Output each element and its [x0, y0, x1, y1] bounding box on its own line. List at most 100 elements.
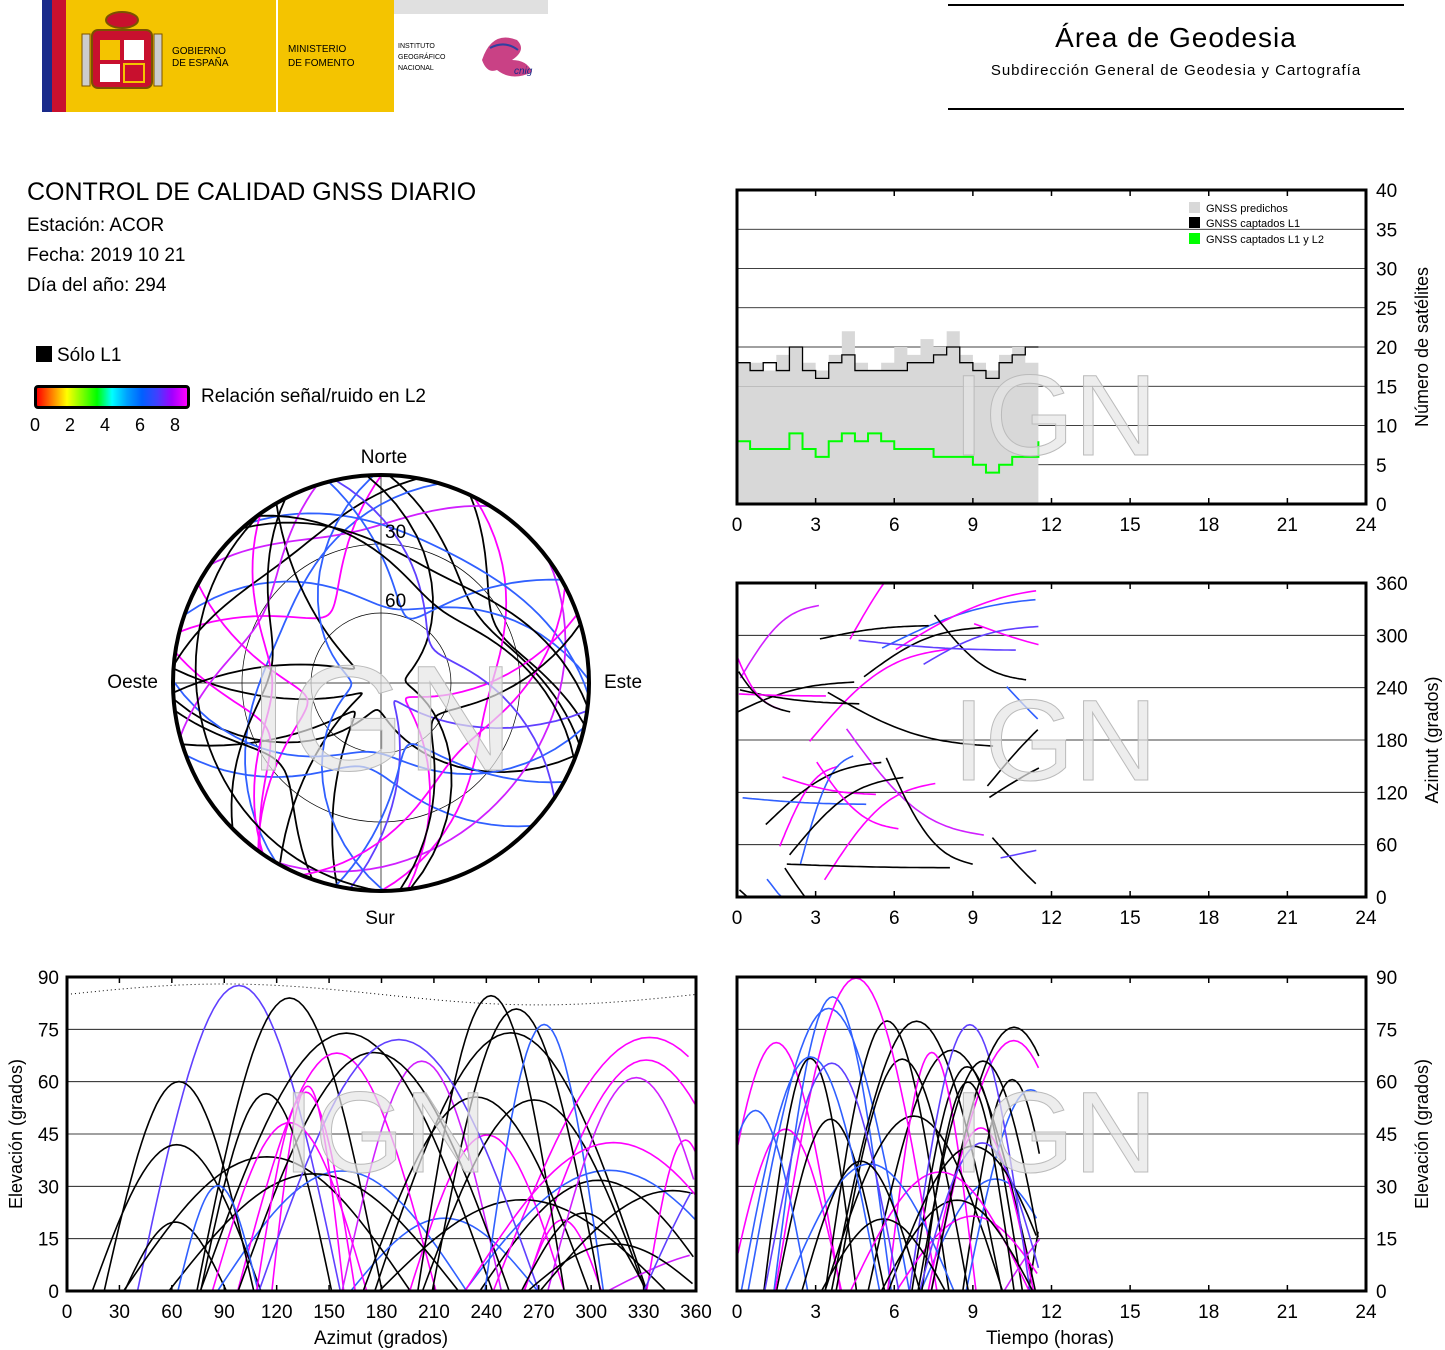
sky-track	[179, 475, 383, 633]
legend-swatch-l1l2	[1189, 233, 1200, 244]
y-tick-label: 90	[38, 968, 59, 989]
sky-track	[334, 743, 564, 887]
satellite-track	[881, 598, 1036, 649]
header-area: Área de Geodesia Subdirección General de…	[948, 0, 1404, 112]
satellite-track	[858, 639, 1016, 651]
y-axis-label: Elevación (grados)	[1412, 1059, 1432, 1209]
x-tick-label: 240	[470, 1302, 502, 1323]
predicted-base	[737, 386, 1039, 504]
satellite-track	[965, 1088, 1038, 1291]
y-tick-label: 60	[38, 1073, 59, 1094]
x-tick-label: 6	[889, 1302, 900, 1323]
y-tick-label: 25	[1376, 299, 1397, 320]
x-axis-label: Tiempo (horas)	[986, 1328, 1114, 1349]
x-tick-label: 6	[889, 908, 900, 929]
x-tick-label: 150	[313, 1302, 345, 1323]
watermark: IGN	[953, 677, 1157, 805]
satellite-track	[122, 1155, 411, 1291]
x-tick-label: 180	[366, 1302, 398, 1323]
skyplot: IGN Norte Sur Este Oeste 30 60	[107, 447, 642, 929]
satellite-track	[136, 984, 342, 1291]
satellite-track	[236, 1052, 437, 1291]
sky-track	[174, 709, 314, 880]
satellite-track	[362, 1096, 590, 1291]
x-tick-label: 90	[214, 1302, 235, 1323]
satellite-track	[421, 1099, 647, 1291]
ministry-line2: DE FOMENTO	[288, 58, 355, 69]
satellite-track	[775, 1118, 886, 1291]
satellite-track	[765, 761, 882, 826]
satellite-track	[918, 1142, 1040, 1291]
satellite-track	[835, 1058, 970, 1291]
satellite-track	[341, 1060, 503, 1291]
snr-tick: 8	[169, 415, 180, 435]
sky-track	[194, 510, 382, 891]
satellite-track	[168, 1172, 460, 1291]
y-tick-label: 30	[38, 1177, 59, 1198]
snr-tick: 0	[29, 415, 40, 435]
sky-track	[398, 623, 582, 891]
label-east: Este	[604, 672, 642, 693]
satellite-track	[773, 995, 892, 1291]
y-axis-label: Elevación (grados)	[6, 1059, 26, 1209]
satellite-track	[216, 1170, 468, 1291]
satellite-track	[739, 604, 820, 679]
y-tick-label: 120	[1376, 783, 1408, 804]
sky-track	[349, 700, 588, 890]
satellite-track	[484, 1023, 605, 1291]
header-top-rule	[948, 4, 1404, 6]
satellite-track	[737, 1041, 842, 1291]
y-tick-label: 30	[1376, 1177, 1397, 1198]
satellite-track	[1006, 686, 1039, 720]
watermark: IGN	[248, 634, 515, 802]
x-tick-label: 330	[628, 1302, 660, 1323]
satellite-track	[492, 1036, 690, 1291]
sky-track	[174, 651, 272, 853]
y-tick-label: 15	[1376, 377, 1397, 398]
y-tick-label: 360	[1376, 574, 1408, 595]
satellite-track	[737, 1128, 843, 1291]
doy-label: Día del año: 294	[27, 275, 167, 296]
satellite-track	[409, 1134, 565, 1291]
satellite-track	[819, 624, 929, 640]
series-2	[737, 432, 1040, 474]
x-tick-label: 21	[1277, 908, 1298, 929]
sky-track	[244, 482, 441, 864]
x-tick-label: 15	[1120, 515, 1141, 536]
satellite-track	[895, 590, 1037, 651]
x-tick-label: 0	[62, 1302, 73, 1323]
watermark: IGN	[283, 1069, 487, 1197]
y-tick-label: 20	[1376, 338, 1397, 359]
x-tick-label: 24	[1355, 1302, 1377, 1323]
x-tick-label: 210	[418, 1302, 450, 1323]
sky-track	[173, 477, 419, 666]
zenith-pass	[67, 983, 696, 1006]
satellite-track	[747, 1007, 911, 1291]
header-bottom-rule	[948, 108, 1404, 110]
legend-swatch-predicted	[1189, 202, 1200, 213]
y-tick-label: 45	[1376, 1125, 1397, 1146]
satellite-track	[823, 782, 936, 881]
satellite-track	[417, 994, 565, 1291]
satellite-track	[801, 1160, 921, 1291]
satellite-track	[378, 1198, 667, 1291]
x-tick-label: 60	[161, 1302, 182, 1323]
station-label: Estación: ACOR	[27, 215, 165, 236]
area-subtitle: Subdirección General de Geodesia y Carto…	[990, 62, 1362, 79]
y-tick-label: 45	[38, 1125, 59, 1146]
satellite-track	[258, 1038, 540, 1291]
report-info: CONTROL DE CALIDAD GNSS DIARIO Estación:…	[27, 178, 476, 305]
x-tick-label: 360	[680, 1302, 712, 1323]
x-axis-label: Azimut (grados)	[314, 1328, 448, 1349]
logo-banner: GOBIERNO DE ESPAÑA MINISTERIO DE FOMENTO…	[42, 0, 548, 114]
elevation-azimuth-chart: IGN 0 15 30 45 60 75 90 0 30 60 90 120 150 180 210 240 2…	[6, 968, 712, 1349]
ring-label-30: 30	[385, 522, 406, 543]
satellite-track	[788, 776, 904, 856]
satellite-track	[763, 1062, 900, 1291]
satellite-track	[177, 1184, 259, 1291]
sky-track	[366, 475, 453, 890]
l1-only-swatch	[36, 346, 52, 362]
satellite-track	[539, 1189, 693, 1291]
satellite-track	[464, 1141, 696, 1291]
